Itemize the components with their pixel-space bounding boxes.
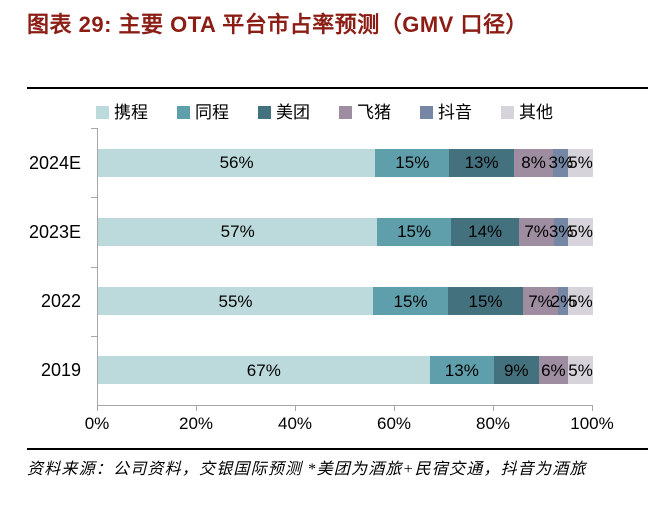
- bar-segment: 57%: [98, 217, 378, 246]
- legend-label: 美团: [276, 102, 310, 122]
- bar-row: 57% 15% 14% 7% 3% 5%: [98, 217, 593, 246]
- legend-swatch-icon: [177, 105, 190, 119]
- category-label: 2024E: [28, 152, 81, 173]
- bar-segment: 3%: [549, 148, 573, 177]
- figure-title: 图表 29: 主要 OTA 平台市占率预测（GMV 口径）: [27, 12, 528, 37]
- bar-segment: 5%: [567, 287, 593, 316]
- bar-segment-label: 7%: [524, 222, 549, 242]
- bar-row: 55% 15% 15% 7% 2% 5%: [98, 287, 593, 316]
- y-axis-tick: [91, 128, 97, 129]
- bar-segment: 15%: [448, 287, 523, 316]
- bar-segment-label: 15%: [468, 291, 503, 311]
- bar-segment: 7%: [523, 287, 558, 316]
- x-axis-tick: [196, 405, 197, 411]
- bar-segment-label: 9%: [503, 360, 529, 380]
- legend-item: 同程: [177, 104, 229, 121]
- bar-segment-label: 13%: [464, 153, 499, 173]
- legend-label: 其他: [519, 102, 553, 122]
- legend-swatch-icon: [420, 105, 433, 119]
- y-axis-tick: [91, 335, 97, 337]
- legend-label: 抖音: [438, 102, 472, 122]
- bar-segment-label: 5%: [568, 222, 593, 242]
- x-axis-label: 20%: [178, 414, 214, 433]
- chart-legend: 携程 同程 美团 飞猪 抖音 其他: [96, 101, 553, 123]
- x-axis-tick: [295, 405, 296, 411]
- legend-item: 飞猪: [339, 104, 391, 121]
- bar-segment-label: 13%: [444, 360, 479, 380]
- bar-segment-label: 6%: [541, 360, 566, 380]
- bar-segment-label: 15%: [395, 153, 430, 173]
- legend-swatch-icon: [501, 105, 514, 119]
- x-axis-tick: [97, 405, 98, 411]
- x-axis-label: 60%: [376, 414, 412, 433]
- bar-segment: 15%: [377, 217, 451, 246]
- legend-swatch-icon: [258, 105, 271, 119]
- bar-segment: 2%: [551, 287, 575, 316]
- legend-item: 携程: [96, 104, 148, 121]
- bar-segment-label: 15%: [397, 222, 432, 242]
- bar-segment: 6%: [538, 356, 569, 385]
- bar-segment-label: 5%: [568, 291, 593, 311]
- bar-segment: 5%: [568, 148, 593, 177]
- legend-label: 同程: [195, 102, 229, 122]
- plot-area: 56% 15% 13% 8% 3% 5% 57% 15% 14% 7% 3% 5% 55% 15% 15% 7…: [97, 128, 593, 406]
- bar-segment-label: 67%: [246, 360, 281, 380]
- bar-row: 56% 15% 13% 8% 3% 5%: [98, 148, 593, 177]
- bar-row: 67% 13% 9% 6% 5%: [98, 356, 593, 385]
- bar-segment: 7%: [519, 217, 554, 246]
- bar-segment: 14%: [450, 217, 520, 246]
- bar-segment-label: 15%: [393, 291, 428, 311]
- y-axis-tick: [91, 266, 97, 268]
- legend-item: 美团: [258, 104, 310, 121]
- bar-segment: 67%: [98, 356, 430, 385]
- bar-segment: 5%: [568, 217, 593, 246]
- category-label: 2023E: [28, 221, 81, 242]
- x-axis-label: 40%: [277, 414, 313, 433]
- x-axis-tick: [592, 405, 593, 411]
- bar-segment: 5%: [568, 356, 593, 385]
- bar-segment-label: 2%: [550, 291, 576, 311]
- legend-item: 抖音: [420, 104, 472, 121]
- x-axis-tick: [394, 405, 395, 411]
- bar-segment-label: 57%: [220, 222, 255, 242]
- y-axis-tick: [91, 197, 97, 199]
- bar-segment-label: 55%: [218, 291, 253, 311]
- bar-segment: 8%: [513, 148, 554, 177]
- bar-segment: 55%: [98, 287, 373, 316]
- title-divider: [27, 87, 648, 89]
- bar-segment-label: 8%: [521, 153, 546, 173]
- bar-segment-label: 3%: [548, 222, 574, 242]
- legend-label: 飞猪: [357, 102, 391, 122]
- footer-divider: [27, 448, 648, 450]
- x-axis-label: 80%: [475, 414, 511, 433]
- legend-swatch-icon: [96, 105, 109, 119]
- legend-item: 其他: [501, 104, 553, 121]
- bar-segment: 13%: [449, 148, 514, 177]
- category-label: 2019: [40, 360, 81, 381]
- x-axis-label: 0%: [84, 414, 110, 433]
- source-note: 资料来源：公司资料，交银国际预测 *美团为酒旅+民宿交通，抖音为酒旅: [27, 461, 587, 478]
- bar-segment-label: 5%: [568, 360, 593, 380]
- bar-segment: 15%: [373, 287, 448, 316]
- bar-segment-label: 56%: [219, 153, 254, 173]
- x-axis-tick: [493, 405, 494, 411]
- bar-segment: 13%: [429, 356, 494, 385]
- bar-segment: 15%: [375, 148, 450, 177]
- x-axis-label: 100%: [570, 414, 614, 433]
- bar-segment: 3%: [549, 217, 573, 246]
- bar-segment: 56%: [98, 148, 376, 177]
- bar-segment: 9%: [493, 356, 539, 385]
- bar-segment-label: 3%: [548, 153, 574, 173]
- bar-segment-label: 7%: [528, 291, 553, 311]
- bar-segment-label: 14%: [468, 222, 503, 242]
- bar-segment-label: 5%: [568, 153, 593, 173]
- legend-label: 携程: [114, 102, 148, 122]
- category-label: 2022: [40, 291, 81, 312]
- legend-swatch-icon: [339, 105, 352, 119]
